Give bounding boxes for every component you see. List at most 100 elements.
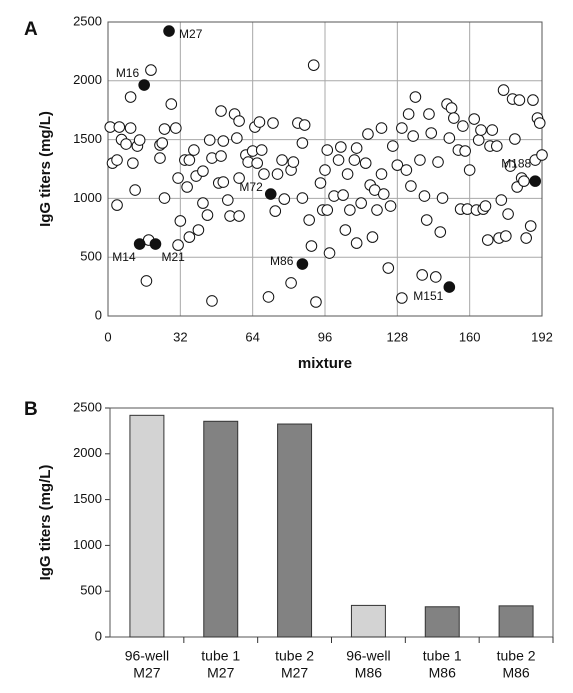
point bbox=[432, 156, 444, 168]
point bbox=[355, 197, 367, 209]
point bbox=[203, 134, 216, 146]
point bbox=[262, 291, 275, 303]
point bbox=[429, 271, 442, 283]
point-label: M151 bbox=[413, 289, 443, 303]
point bbox=[513, 94, 526, 106]
point bbox=[436, 192, 449, 204]
point bbox=[305, 240, 318, 252]
y-tick-label: 1500 bbox=[73, 131, 102, 146]
y-tick-label: 1500 bbox=[73, 491, 102, 506]
point bbox=[536, 149, 548, 161]
point-label: M21 bbox=[161, 250, 185, 264]
y-axis-title: IgG titers (mg/L) bbox=[37, 111, 54, 227]
point bbox=[418, 190, 431, 202]
point bbox=[445, 102, 458, 114]
point bbox=[366, 231, 379, 243]
point bbox=[524, 220, 537, 232]
point bbox=[120, 138, 132, 150]
point-label: M27 bbox=[179, 27, 203, 41]
highlight-point bbox=[163, 25, 175, 37]
point bbox=[307, 59, 320, 71]
point bbox=[495, 194, 508, 206]
point-label: M72 bbox=[239, 180, 263, 194]
x-tick-label: M86 bbox=[502, 665, 529, 681]
point bbox=[310, 296, 322, 308]
point bbox=[518, 175, 530, 187]
point bbox=[278, 193, 291, 205]
point bbox=[181, 181, 193, 193]
highlight-point bbox=[443, 281, 456, 293]
point bbox=[448, 112, 460, 124]
x-tick-label: 192 bbox=[531, 329, 553, 344]
bar bbox=[424, 606, 460, 638]
point bbox=[215, 150, 227, 162]
x-tick-label: tube 1 bbox=[423, 648, 462, 664]
point bbox=[391, 159, 404, 171]
point bbox=[335, 141, 347, 153]
point bbox=[405, 180, 417, 192]
point bbox=[158, 192, 171, 204]
point bbox=[409, 91, 422, 103]
point bbox=[269, 205, 282, 217]
point bbox=[183, 154, 196, 166]
y-tick-label: 500 bbox=[80, 583, 102, 598]
point bbox=[206, 295, 218, 307]
point bbox=[486, 124, 499, 136]
point-label: M86 bbox=[270, 254, 294, 268]
x-tick-label: tube 2 bbox=[497, 648, 536, 664]
point bbox=[362, 128, 374, 140]
point-label: M188 bbox=[501, 156, 531, 170]
point bbox=[158, 123, 171, 135]
point bbox=[319, 164, 331, 176]
x-tick-label: M86 bbox=[355, 665, 382, 681]
point bbox=[197, 197, 209, 209]
point bbox=[359, 157, 372, 169]
point bbox=[258, 168, 270, 180]
x-tick-label: 96 bbox=[318, 329, 332, 344]
point bbox=[375, 168, 388, 180]
point bbox=[533, 117, 546, 129]
x-tick-label: 64 bbox=[245, 329, 259, 344]
plot-frame bbox=[109, 407, 554, 638]
point bbox=[111, 199, 123, 211]
point bbox=[255, 144, 268, 156]
bar bbox=[203, 420, 239, 638]
point bbox=[463, 164, 476, 176]
point bbox=[527, 94, 539, 106]
point bbox=[490, 140, 503, 152]
y-tick-label: 1000 bbox=[73, 190, 102, 205]
point bbox=[267, 117, 279, 129]
x-tick-label: M86 bbox=[429, 665, 456, 681]
x-tick-label: 96-well bbox=[125, 648, 169, 664]
point bbox=[145, 64, 157, 76]
point bbox=[140, 275, 153, 287]
point bbox=[276, 154, 288, 166]
y-tick-label: 2500 bbox=[73, 399, 102, 414]
point bbox=[217, 176, 230, 188]
point bbox=[233, 172, 245, 184]
x-tick-label: tube 2 bbox=[275, 648, 314, 664]
point bbox=[321, 204, 334, 216]
point bbox=[215, 105, 227, 117]
point bbox=[303, 214, 315, 226]
highlight-point bbox=[264, 188, 277, 200]
point bbox=[504, 160, 517, 172]
point-label: M14 bbox=[112, 250, 136, 264]
point bbox=[459, 145, 471, 157]
point bbox=[154, 152, 166, 164]
point bbox=[457, 120, 469, 132]
point bbox=[332, 154, 345, 166]
point bbox=[407, 130, 419, 142]
point bbox=[375, 122, 388, 134]
point bbox=[434, 226, 447, 238]
point bbox=[165, 98, 178, 110]
x-tick-label: 96-well bbox=[346, 648, 390, 664]
x-tick-label: tube 1 bbox=[201, 648, 240, 664]
point bbox=[500, 230, 512, 242]
y-tick-label: 0 bbox=[95, 628, 102, 643]
highlight-point bbox=[149, 238, 162, 250]
point bbox=[127, 157, 139, 169]
point bbox=[113, 121, 126, 133]
point bbox=[384, 200, 397, 212]
point bbox=[222, 194, 234, 206]
